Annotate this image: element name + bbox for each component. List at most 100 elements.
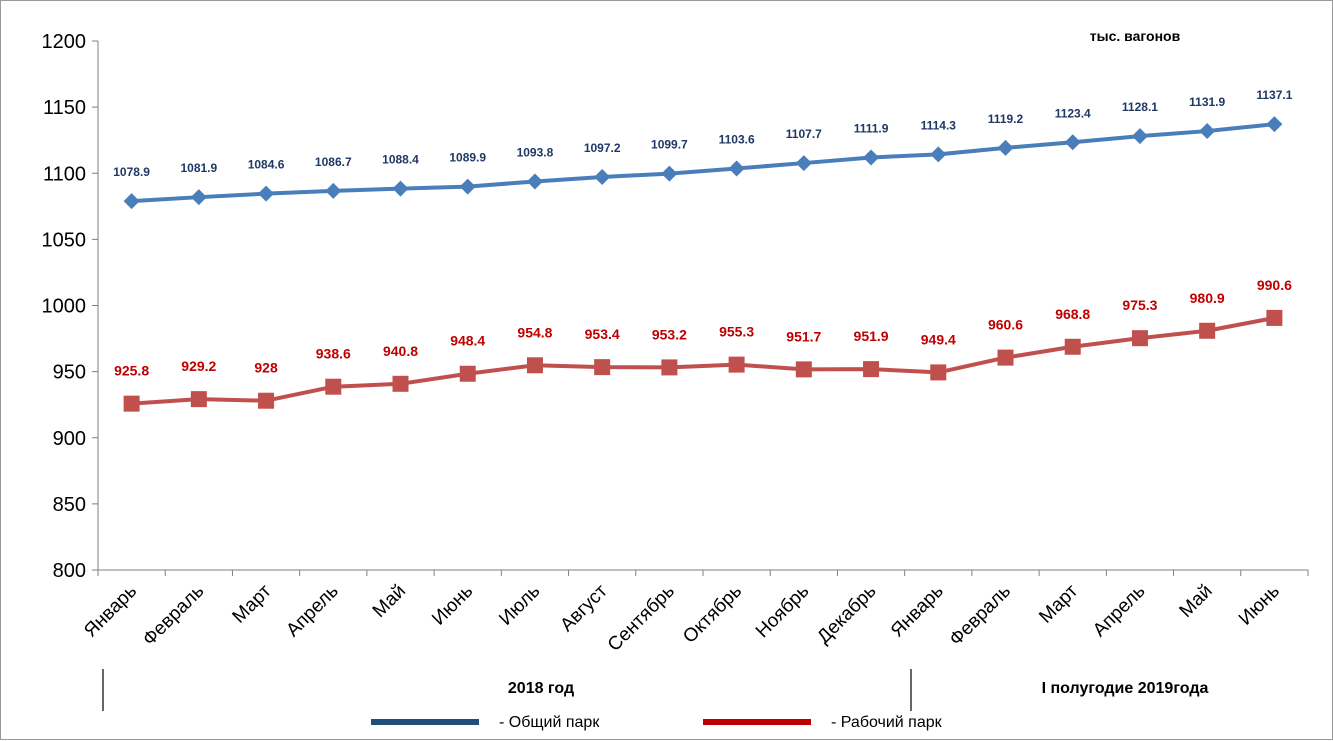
data-point-diamond	[795, 155, 812, 172]
x-tick-label: Апрель	[282, 581, 342, 641]
data-label: 954.8	[517, 324, 552, 340]
data-label: 990.6	[1257, 277, 1292, 293]
data-point-diamond	[459, 178, 476, 195]
y-tick-label: 1200	[42, 31, 87, 53]
data-point-diamond	[863, 149, 880, 166]
data-point-square	[526, 357, 543, 374]
data-point-diamond	[325, 182, 342, 199]
unit-label: тыс. вагонов	[1090, 28, 1181, 44]
data-point-square	[325, 378, 342, 395]
x-tick-label: Август	[556, 580, 611, 635]
data-label: 1107.7	[786, 127, 822, 141]
data-label: 951.9	[854, 328, 889, 344]
data-label: 955.3	[719, 324, 754, 340]
data-label: 1084.6	[248, 158, 285, 172]
data-point-square	[459, 365, 476, 382]
data-label: 948.4	[450, 333, 485, 349]
data-point-diamond	[997, 139, 1014, 156]
y-tick-label: 1150	[43, 97, 86, 119]
data-label: 980.9	[1190, 290, 1225, 306]
x-tick-label: Сентябрь	[604, 581, 679, 656]
y-tick-label: 800	[53, 560, 86, 582]
data-point-square	[1064, 338, 1081, 355]
x-tick-label: Май	[1176, 581, 1217, 622]
data-label: 1078.9	[113, 165, 150, 179]
data-label: 1123.4	[1055, 106, 1091, 120]
data-label: 1111.9	[854, 122, 889, 136]
legend-swatch-working-fleet	[703, 719, 811, 725]
legend-label-general-fleet: - Общий парк	[499, 714, 600, 731]
legend: - Общий парк - Рабочий парк	[371, 714, 943, 731]
x-tick-label: Март	[1035, 580, 1082, 627]
data-point-square	[997, 349, 1014, 366]
data-label: 940.8	[383, 343, 418, 359]
data-point-diamond	[1131, 128, 1148, 145]
data-label: 1089.9	[449, 151, 486, 165]
data-point-square	[258, 392, 275, 409]
x-tick-label: Декабрь	[813, 581, 880, 648]
y-tick-label: 900	[53, 428, 86, 450]
data-label: 1103.6	[719, 132, 755, 146]
x-tick-label: Июнь	[428, 581, 477, 630]
data-label: 975.3	[1122, 297, 1157, 313]
group-label-2018: 2018 год	[508, 680, 574, 697]
group-label-2019: I полугодие 2019года	[1042, 680, 1209, 697]
data-point-diamond	[1064, 134, 1081, 151]
data-point-square	[123, 395, 140, 412]
data-label: 953.2	[652, 326, 687, 342]
data-label: 925.8	[114, 363, 149, 379]
x-tick-label: Июнь	[1235, 581, 1284, 630]
x-tick-label: Январь	[80, 581, 141, 642]
legend-swatch-general-fleet	[371, 719, 479, 725]
data-point-square	[661, 359, 678, 376]
data-label: 968.8	[1055, 306, 1090, 322]
x-tick-label: Январь	[887, 581, 948, 642]
data-point-diamond	[1199, 123, 1216, 140]
data-label: 953.4	[585, 326, 620, 342]
data-point-diamond	[526, 173, 543, 190]
data-point-square	[863, 361, 880, 378]
data-label: 1114.3	[921, 118, 957, 132]
series-line-1	[131, 315, 1275, 406]
y-tick-label: 1100	[43, 163, 86, 185]
data-point-diamond	[728, 160, 745, 177]
data-point-square	[1131, 330, 1148, 347]
data-label: 1131.9	[1189, 95, 1225, 109]
x-tick-label: Март	[229, 580, 276, 627]
data-point-diamond	[594, 168, 611, 185]
x-tick-label: Апрель	[1089, 581, 1149, 641]
data-point-square	[1199, 322, 1216, 339]
series-line-0	[131, 122, 1275, 204]
y-tick-label: 1050	[42, 229, 87, 251]
data-point-diamond	[190, 189, 207, 206]
data-point-diamond	[1266, 116, 1283, 133]
data-point-diamond	[123, 193, 140, 210]
data-label: 951.7	[786, 328, 821, 344]
data-label: 938.6	[316, 346, 351, 362]
data-label: 929.2	[181, 358, 216, 374]
data-label: 1128.1	[1122, 100, 1158, 114]
data-point-square	[190, 391, 207, 408]
x-tick-label: Февраль	[946, 581, 1016, 651]
data-point-square	[1266, 309, 1283, 326]
data-point-diamond	[258, 185, 275, 202]
data-point-square	[392, 375, 409, 392]
data-label: 1093.8	[517, 145, 554, 159]
x-tick-label: Май	[369, 581, 410, 622]
legend-label-working-fleet: - Рабочий парк	[831, 714, 943, 731]
data-point-square	[728, 356, 745, 373]
data-point-square	[930, 364, 947, 381]
data-label: 960.6	[988, 317, 1023, 333]
x-tick-label: Февраль	[139, 581, 209, 651]
x-tick-label: Ноябрь	[752, 581, 814, 643]
data-point-diamond	[661, 165, 678, 182]
data-label: 928	[254, 360, 278, 376]
y-tick-label: 950	[53, 362, 86, 384]
data-point-diamond	[930, 146, 947, 163]
data-label: 1137.1	[1256, 88, 1292, 102]
data-point-square	[594, 359, 611, 376]
data-label: 1088.4	[382, 153, 419, 167]
x-tick-label: Октябрь	[679, 581, 746, 648]
